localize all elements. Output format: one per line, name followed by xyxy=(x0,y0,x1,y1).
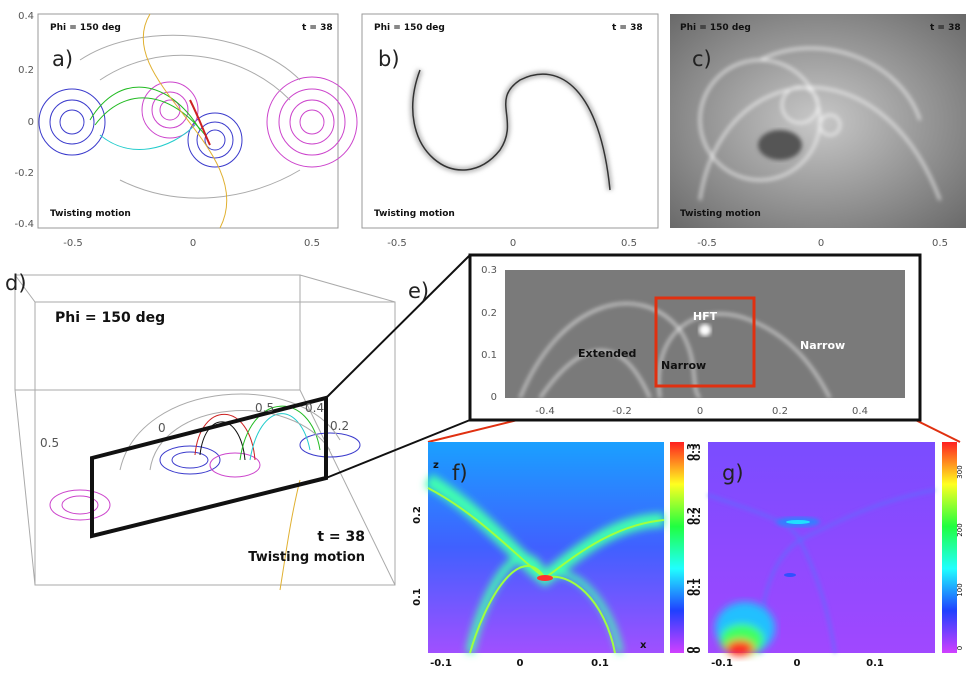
panel-label: e) xyxy=(408,279,429,303)
panel-label: b) xyxy=(378,47,400,71)
panel-d: d) Phi = 150 deg t = 38 Twisting motion … xyxy=(5,271,396,591)
panel-e: e) HFT Extended Narrow Narrow 0.3 0.2 0.… xyxy=(408,253,922,422)
axis-label: z xyxy=(433,460,439,471)
caption: Twisting motion xyxy=(680,209,761,219)
time: t = 38 xyxy=(317,529,365,545)
x-tick-label: 0.4 xyxy=(852,406,868,417)
title: Phi = 150 deg xyxy=(55,310,165,326)
caption: Twisting motion xyxy=(374,209,455,219)
axis-label: 0.2 xyxy=(330,419,349,433)
y-tick-label: 0.2 xyxy=(692,507,703,525)
colorbar-tick-label: 100 xyxy=(956,583,964,596)
axis-label: 0.5 xyxy=(40,436,59,450)
panel-c: Phi = 150 deg t = 38 c) Twisting motion … xyxy=(670,14,966,249)
colorbar-tick-label: 200 xyxy=(956,523,964,536)
panel-f: f) z x 0.2 0.1 -0.1 0 0.1 0.3 0.2 0.1 0 xyxy=(412,442,697,669)
colorbar-tick-label: 0.2 xyxy=(686,507,697,525)
x-tick-label: 0 xyxy=(517,658,524,669)
x-tick-label: 0.5 xyxy=(621,238,637,249)
y-tick-label: 0.2 xyxy=(412,506,423,524)
y-tick-label: 0.2 xyxy=(481,308,497,319)
x-tick-label: -0.5 xyxy=(387,238,407,249)
x-tick-label: -0.4 xyxy=(535,406,555,417)
axis-label: 0.4 xyxy=(305,401,324,415)
x-tick-label: -0.5 xyxy=(697,238,717,249)
y-tick-label: 0.1 xyxy=(481,350,497,361)
axis-label: 0.5 xyxy=(255,401,274,415)
panel-a: Phi = 150 deg t = 38 a) Twisting motion … xyxy=(14,11,358,249)
y-tick-label: 0.1 xyxy=(692,578,703,596)
time: t = 38 xyxy=(612,23,643,33)
title: Phi = 150 deg xyxy=(374,23,445,33)
x-tick-label: -0.2 xyxy=(612,406,632,417)
x-tick-label: 0 xyxy=(818,238,824,249)
panel-label: d) xyxy=(5,271,27,295)
panel-label: g) xyxy=(722,461,744,485)
time: t = 38 xyxy=(930,23,961,33)
colorbar-tick-label: 300 xyxy=(956,465,964,478)
y-tick-label: -0.2 xyxy=(14,168,34,179)
x-tick-label: 0.5 xyxy=(304,238,320,249)
y-tick-label: 0 xyxy=(692,646,703,653)
axis-label: 0 xyxy=(158,421,166,435)
title: Phi = 150 deg xyxy=(50,23,121,33)
y-tick-label: -0.4 xyxy=(14,219,34,230)
caption: Twisting motion xyxy=(248,550,365,565)
panel-label: f) xyxy=(452,461,468,485)
colorbar-tick-label: 0 xyxy=(956,646,964,650)
panel-label: c) xyxy=(692,47,712,71)
x-tick-label: 0.1 xyxy=(591,658,609,669)
x-tick-label: -0.1 xyxy=(430,658,452,669)
annotation: HFT xyxy=(693,310,718,323)
x-tick-label: 0 xyxy=(510,238,516,249)
title: Phi = 150 deg xyxy=(680,23,751,33)
annotation: Narrow xyxy=(800,339,845,352)
x-tick-label: 0.1 xyxy=(866,658,884,669)
caption: Twisting motion xyxy=(50,209,131,219)
y-tick-label: 0.3 xyxy=(481,265,497,276)
x-tick-label: -0.1 xyxy=(711,658,733,669)
time: t = 38 xyxy=(302,23,333,33)
panel-label: a) xyxy=(52,47,73,71)
y-tick-label: 0.2 xyxy=(18,65,34,76)
axis-label: x xyxy=(640,640,647,651)
panel-b: Phi = 150 deg t = 38 b) Twisting motion … xyxy=(361,13,659,249)
y-tick-label: 0.1 xyxy=(412,588,423,606)
y-tick-label: 0.4 xyxy=(18,11,34,22)
x-tick-label: 0 xyxy=(794,658,801,669)
y-tick-label: 0 xyxy=(28,117,34,128)
colorbar-tick-label: 0.3 xyxy=(686,443,697,461)
annotation: Narrow xyxy=(661,359,706,372)
x-tick-label: 0.5 xyxy=(932,238,948,249)
y-tick-label: 0 xyxy=(491,392,497,403)
x-tick-label: 0 xyxy=(697,406,703,417)
colorbar-tick-label: 0.1 xyxy=(686,578,697,596)
x-tick-label: 0.2 xyxy=(772,406,788,417)
y-tick-label: 0.3 xyxy=(692,443,703,461)
x-tick-label: -0.5 xyxy=(63,238,83,249)
panel-g: g) 0.3 0.2 0.1 0 -0.1 0 0.1 300 200 100 … xyxy=(692,442,964,669)
x-tick-label: 0 xyxy=(190,238,196,249)
annotation: Extended xyxy=(578,347,636,360)
colorbar-tick-label: 0 xyxy=(686,646,697,653)
